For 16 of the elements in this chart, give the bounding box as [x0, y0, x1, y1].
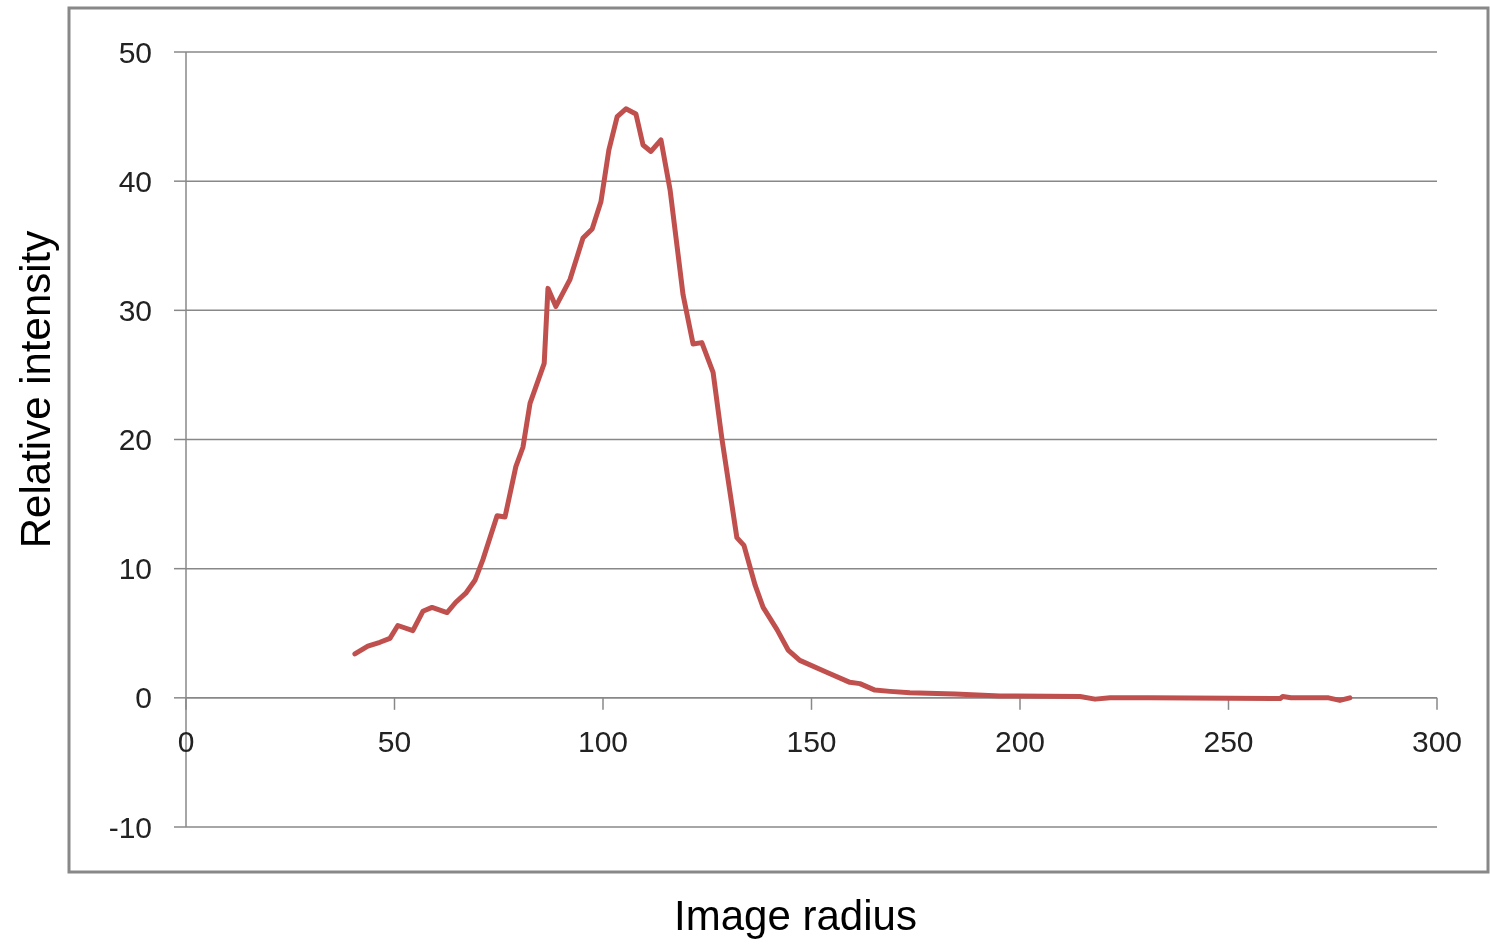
y-tick-label: 20: [118, 423, 152, 456]
y-tick-label: 0: [135, 681, 152, 715]
x-tick-label: 50: [377, 724, 412, 758]
x-tick-label: 0: [177, 724, 195, 758]
x-tick-label: 100: [577, 724, 629, 758]
y-tick-label: 50: [118, 35, 152, 69]
x-tick-label: 250: [1203, 724, 1254, 758]
x-tick-label: 200: [994, 724, 1046, 758]
y-tick-label: 10: [118, 552, 152, 586]
y-tick-label: 30: [118, 293, 152, 327]
y-tick-label: -10: [108, 810, 152, 844]
x-tick-label: 300: [1411, 724, 1463, 758]
y-axis-title: Relative intensity: [12, 230, 59, 549]
x-tick-label: 150: [786, 724, 837, 758]
x-axis-title: Image radius: [674, 892, 917, 939]
y-tick-label: 40: [118, 164, 152, 198]
